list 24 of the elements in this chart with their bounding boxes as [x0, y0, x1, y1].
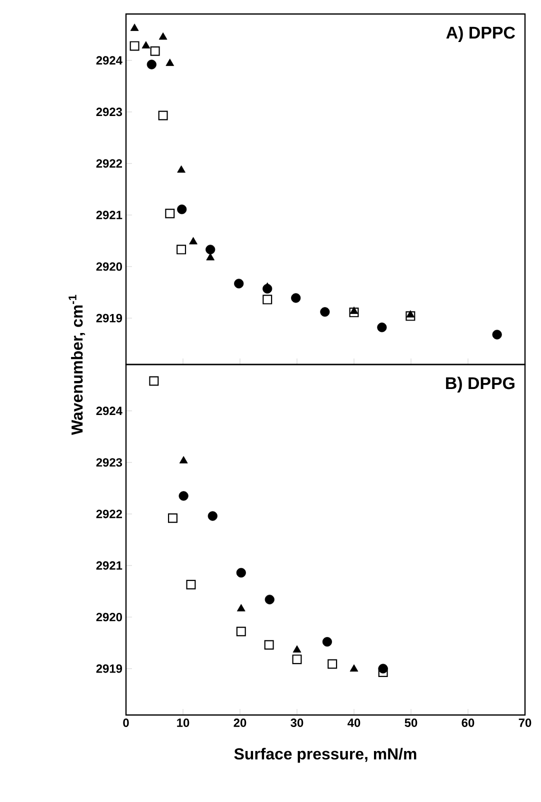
y-tick-label: 2922	[96, 159, 122, 168]
x-tick-label: 30	[290, 718, 304, 728]
y-tick-label: 2919	[96, 314, 122, 322]
x-tick-label: 20	[234, 718, 246, 727]
x-tick-label: 60	[462, 718, 474, 727]
y-tick-label: 2920	[96, 612, 122, 622]
x-tick-label: 70	[518, 718, 532, 727]
text: B) DPPG	[446, 376, 514, 393]
x-tick-label: 50	[404, 718, 418, 727]
y-tick-label: 2921	[96, 561, 122, 570]
y-tick-label: 2920	[96, 262, 122, 271]
y-axis-title: Wavenumber, cm$^{-1}$	[68, 294, 86, 435]
x-axis-title: Surface pressure, mN/m	[234, 748, 416, 763]
y-tick-label: 2923	[96, 108, 122, 116]
x-tick-label: 0	[123, 718, 129, 727]
y-tick-label: 2919	[96, 664, 122, 673]
y-tick-label: 2924	[96, 56, 122, 65]
y-tick-label: 2924	[96, 406, 122, 416]
x-tick-label: 40	[348, 718, 360, 727]
y-tick-label: 2922	[96, 510, 122, 518]
y-tick-label: 2921	[96, 210, 122, 220]
x-tick-label: 10	[177, 718, 190, 727]
y-tick-label: 2923	[96, 458, 122, 467]
text: A) DPPC	[446, 26, 516, 42]
